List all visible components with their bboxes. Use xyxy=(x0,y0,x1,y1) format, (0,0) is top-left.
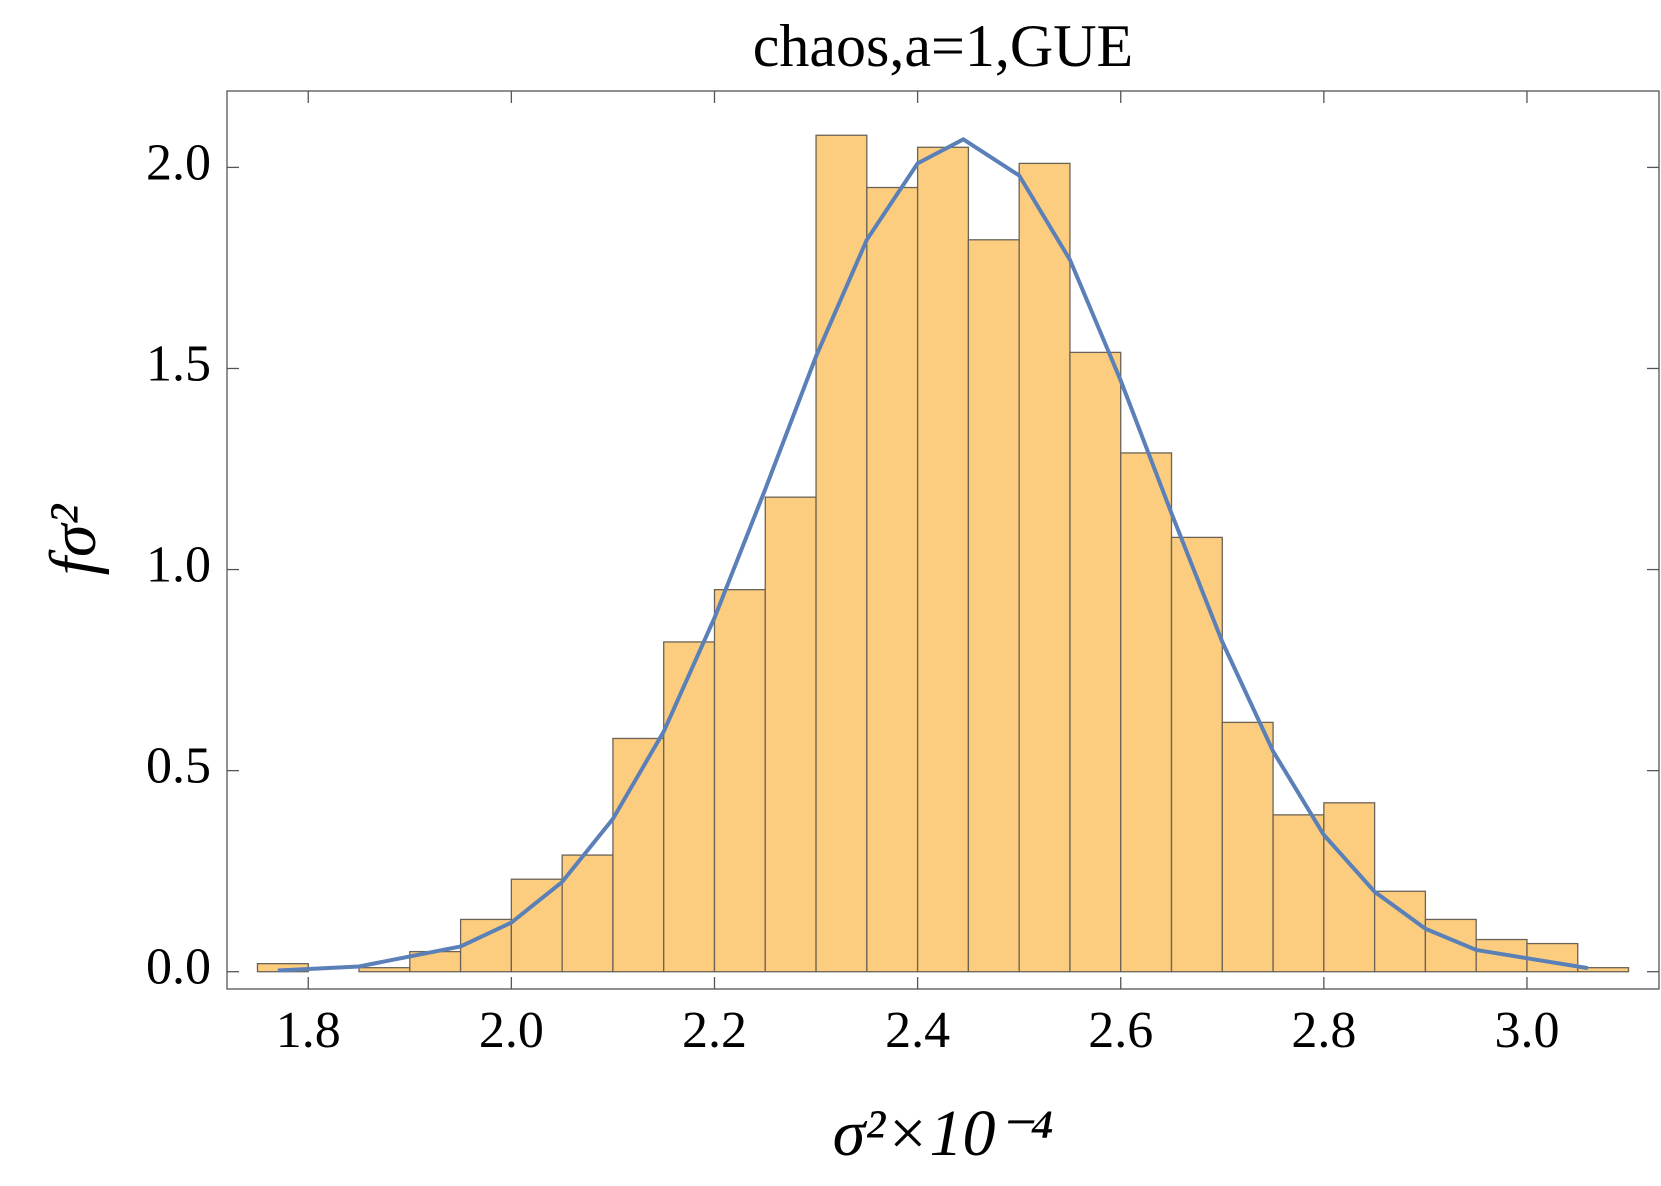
x-tick-label: 3.0 xyxy=(1494,1002,1559,1059)
bar xyxy=(1373,890,1427,973)
bar xyxy=(815,134,868,973)
chart-title: chaos,a=1,GUE xyxy=(753,13,1133,79)
bar xyxy=(866,186,919,973)
bar xyxy=(916,146,970,973)
x-tick-label: 2.6 xyxy=(1088,1002,1153,1059)
bar xyxy=(1577,967,1630,973)
bar xyxy=(967,239,1020,973)
y-tick-label: 0.5 xyxy=(146,738,211,795)
x-axis-label: σ²×10⁻⁴ xyxy=(833,1097,1054,1170)
bar xyxy=(713,589,766,973)
x-tick-label: 2.4 xyxy=(885,1002,950,1059)
bar xyxy=(1323,802,1376,973)
y-axis-label: fσ² xyxy=(37,503,110,575)
plot-frame xyxy=(226,90,1660,990)
y-tick-label: 0.0 xyxy=(146,939,211,996)
bar xyxy=(1221,721,1274,973)
bar xyxy=(1272,814,1325,973)
x-tick-label: 2.2 xyxy=(682,1002,747,1059)
fit-curve xyxy=(277,136,1589,973)
bar xyxy=(1170,536,1223,973)
bar xyxy=(510,878,563,973)
bar xyxy=(1018,162,1071,973)
bar xyxy=(1069,351,1122,973)
x-tick-label: 1.8 xyxy=(276,1002,341,1059)
y-tick-label: 1.0 xyxy=(146,536,211,593)
y-tick-label: 1.5 xyxy=(146,335,211,392)
bar xyxy=(764,496,817,973)
x-tick-label: 2.0 xyxy=(479,1002,544,1059)
bar xyxy=(663,641,716,973)
x-tick-label: 2.8 xyxy=(1291,1002,1356,1059)
bar xyxy=(358,967,411,973)
y-tick-label: 2.0 xyxy=(146,134,211,191)
bar xyxy=(1120,452,1173,973)
